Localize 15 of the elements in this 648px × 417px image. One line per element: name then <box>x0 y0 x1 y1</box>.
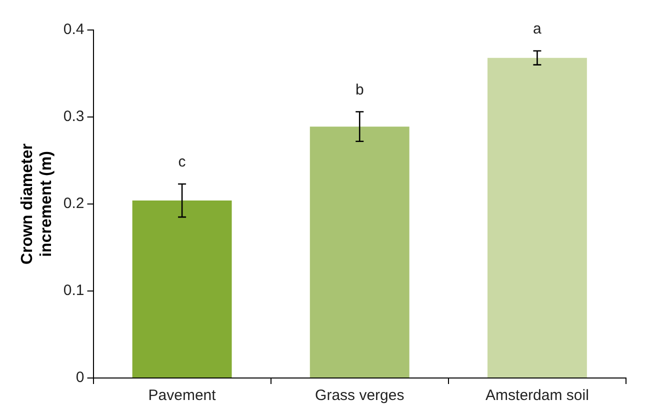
x-tick-label: Pavement <box>148 387 217 404</box>
bar <box>310 126 410 378</box>
annotation: a <box>533 20 542 38</box>
annotation: c <box>178 154 186 171</box>
y-tick-label: 0.1 <box>63 282 84 300</box>
bar <box>487 58 587 378</box>
x-tick-label: Grass verges <box>315 387 404 404</box>
y-tick-label: 0.2 <box>63 195 84 212</box>
y-tick-label: 0.4 <box>63 21 84 38</box>
y-tick-label: 0 <box>76 369 84 386</box>
x-tick-label: Amsterdam soil <box>486 387 589 404</box>
y-axis-title: Crown diameter increment (m) <box>19 144 56 264</box>
y-tick-label: 0.3 <box>63 108 84 126</box>
annotation: b <box>355 81 364 98</box>
bar <box>132 200 232 378</box>
